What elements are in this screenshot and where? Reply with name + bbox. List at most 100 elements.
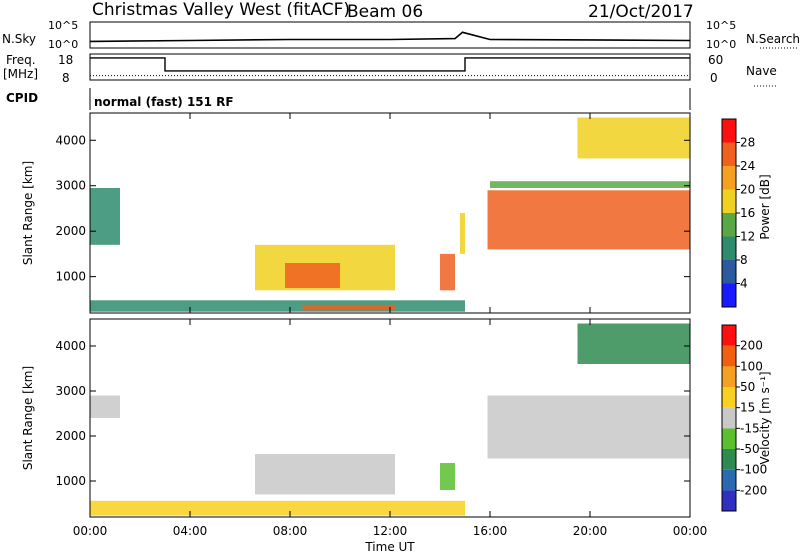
nsky-right-tick-top: 10^5 <box>706 19 736 32</box>
vel-data-ytick-label-0: 1000 <box>55 474 86 488</box>
nsky-series <box>89 31 691 43</box>
vel-cbar-tick-label-3: 15 <box>740 401 755 415</box>
power-cbar-swatch-6 <box>722 142 736 166</box>
vel-cbar-swatch-8 <box>722 325 736 346</box>
vel-cbar-frame <box>721 324 737 512</box>
power-colorbar: 4 8 12 16 20 24 28 <box>721 118 755 308</box>
x-tick-label-3: 12:00 <box>373 524 408 538</box>
velocity-panel: 1000 2000 3000 4000 Slant Range [km] 200 100… <box>21 318 772 518</box>
vel-data-ytick-label-2: 3000 <box>55 384 86 398</box>
power-data-ytick-label-3: 4000 <box>55 133 86 147</box>
power-data-region-7 <box>487 190 690 250</box>
vel-data-region-5 <box>577 323 690 364</box>
velocity-colorbar: 200 100 50 15 -15 -50 -100 -200 <box>721 324 767 512</box>
power-cbar-tick-label-1: 8 <box>740 253 748 267</box>
power-data-ytick-label-0: 1000 <box>55 270 86 284</box>
nsky-panel: N.Sky 10^5 10^0 10^5 10^0 N.Search <box>2 19 800 51</box>
power-data-region-2 <box>285 263 340 288</box>
nsky-tick-top: 10^5 <box>48 19 78 32</box>
vel-cbar-tick-label-0: 200 <box>740 339 763 353</box>
power-data-region-8 <box>490 181 690 188</box>
vel-data-region-4 <box>487 395 690 459</box>
freq-tick-top: 18 <box>58 53 73 67</box>
power-data-ytick-label-2: 3000 <box>55 179 86 193</box>
nsky-tick-bottom: 10^0 <box>48 38 78 51</box>
power-cbar-swatch-5 <box>722 166 736 190</box>
x-tick-label-1: 04:00 <box>173 524 208 538</box>
vel-cbar-swatch-2 <box>722 449 736 470</box>
vel-cbar-swatch-1 <box>722 469 736 491</box>
vel-cbar-tick-label-5: -50 <box>740 442 760 456</box>
title: Christmas Valley West (fitACF) <box>92 0 350 20</box>
vel-cbar-tick-label-4: -15 <box>740 421 760 435</box>
x-axis: 00:00 04:00 08:00 12:00 16:00 20:00 00:00 <box>73 113 708 538</box>
freq-panel: Freq. [MHz] 18 8 60 0 Nave <box>3 53 777 87</box>
power-data <box>90 117 690 312</box>
power-cbar-swatch-4 <box>722 189 736 213</box>
freq-unit: [MHz] <box>3 67 38 81</box>
nsearch-label: N.Search <box>746 32 800 46</box>
power-cbar-swatch-3 <box>722 213 736 237</box>
vel-data-region-2 <box>90 500 465 516</box>
x-tick-label-5: 20:00 <box>573 524 608 538</box>
vel-data-region-0 <box>90 395 120 418</box>
power-data-region-5 <box>440 253 455 291</box>
x-tick-label-6: 00:00 <box>673 524 708 538</box>
nave-tick-top: 60 <box>708 53 723 67</box>
x-tick-label-2: 08:00 <box>273 524 308 538</box>
freq-line <box>90 57 690 72</box>
vel-cbar-tick-label-2: 50 <box>740 380 755 394</box>
power-data-region-3 <box>90 300 465 312</box>
power-cbar-tick-label-2: 12 <box>740 230 755 244</box>
power-cbar-label: Power [dB] <box>758 174 772 239</box>
power-ylabel: Slant Range [km] <box>21 161 35 265</box>
power-cbar-swatch-1 <box>722 260 736 284</box>
vel-cbar-tick-label-7: -200 <box>740 483 767 497</box>
power-data-region-6 <box>460 213 465 254</box>
freq-tick-bottom: 8 <box>62 71 70 85</box>
power-yaxis: 1000 2000 3000 4000 <box>55 133 690 284</box>
nave-tick-bottom: 0 <box>710 71 718 85</box>
power-data-region-9 <box>577 117 690 159</box>
vel-cbar-swatch-4 <box>722 407 736 429</box>
power-data-ytick-label-1: 2000 <box>55 224 86 238</box>
power-cbar-swatch-2 <box>722 236 736 260</box>
power-cbar-tick-label-0: 4 <box>740 277 748 291</box>
power-cbar-swatch-0 <box>722 283 736 307</box>
vel-cbar-swatch-5 <box>722 387 736 408</box>
date-label: 21/Oct/2017 <box>588 2 694 22</box>
vel-cbar-tick-label-6: -100 <box>740 463 767 477</box>
beam-label: Beam 06 <box>347 2 423 22</box>
freq-label: Freq. <box>6 53 36 67</box>
nsky-label: N.Sky <box>2 32 36 46</box>
freq-frame <box>89 53 691 81</box>
x-tick-label-4: 16:00 <box>473 524 508 538</box>
velocity-data <box>90 323 690 516</box>
velocity-ylabel: Slant Range [km] <box>21 366 35 470</box>
freq-series <box>90 57 690 77</box>
x-axis-label: Time UT <box>364 540 415 554</box>
power-cbar-tick-label-5: 24 <box>740 159 755 173</box>
power-cbar-swatch-7 <box>722 119 736 143</box>
power-cbar-tick-label-6: 28 <box>740 136 755 150</box>
vel-data-region-1 <box>255 454 395 495</box>
vel-data-ytick-label-3: 4000 <box>55 339 86 353</box>
vel-data-ytick-label-1: 2000 <box>55 429 86 443</box>
vel-cbar-swatch-6 <box>722 366 736 387</box>
velocity-yaxis: 1000 2000 3000 4000 <box>55 339 690 488</box>
vel-cbar-swatch-0 <box>722 490 736 511</box>
nsky-frame <box>89 21 691 49</box>
power-cbar-tick-label-3: 16 <box>740 206 755 220</box>
vel-cbar-swatch-7 <box>722 345 736 367</box>
vel-cbar-swatch-3 <box>722 428 736 449</box>
nave-label: Nave <box>746 64 777 78</box>
vel-data-region-3 <box>440 463 455 490</box>
x-tick-label-0: 00:00 <box>73 524 108 538</box>
vel-cbar-tick-label-1: 100 <box>740 359 763 373</box>
nsky-right-tick-bottom: 10^0 <box>706 38 736 51</box>
velocity-cbar-label: Velocity [m s⁻¹] <box>758 371 772 464</box>
power-panel: 1000 2000 3000 4000 Slant Range [km] 4 8 12 16… <box>21 112 772 314</box>
power-cbar-tick-label-4: 20 <box>740 183 755 197</box>
power-data-region-4 <box>302 304 395 311</box>
